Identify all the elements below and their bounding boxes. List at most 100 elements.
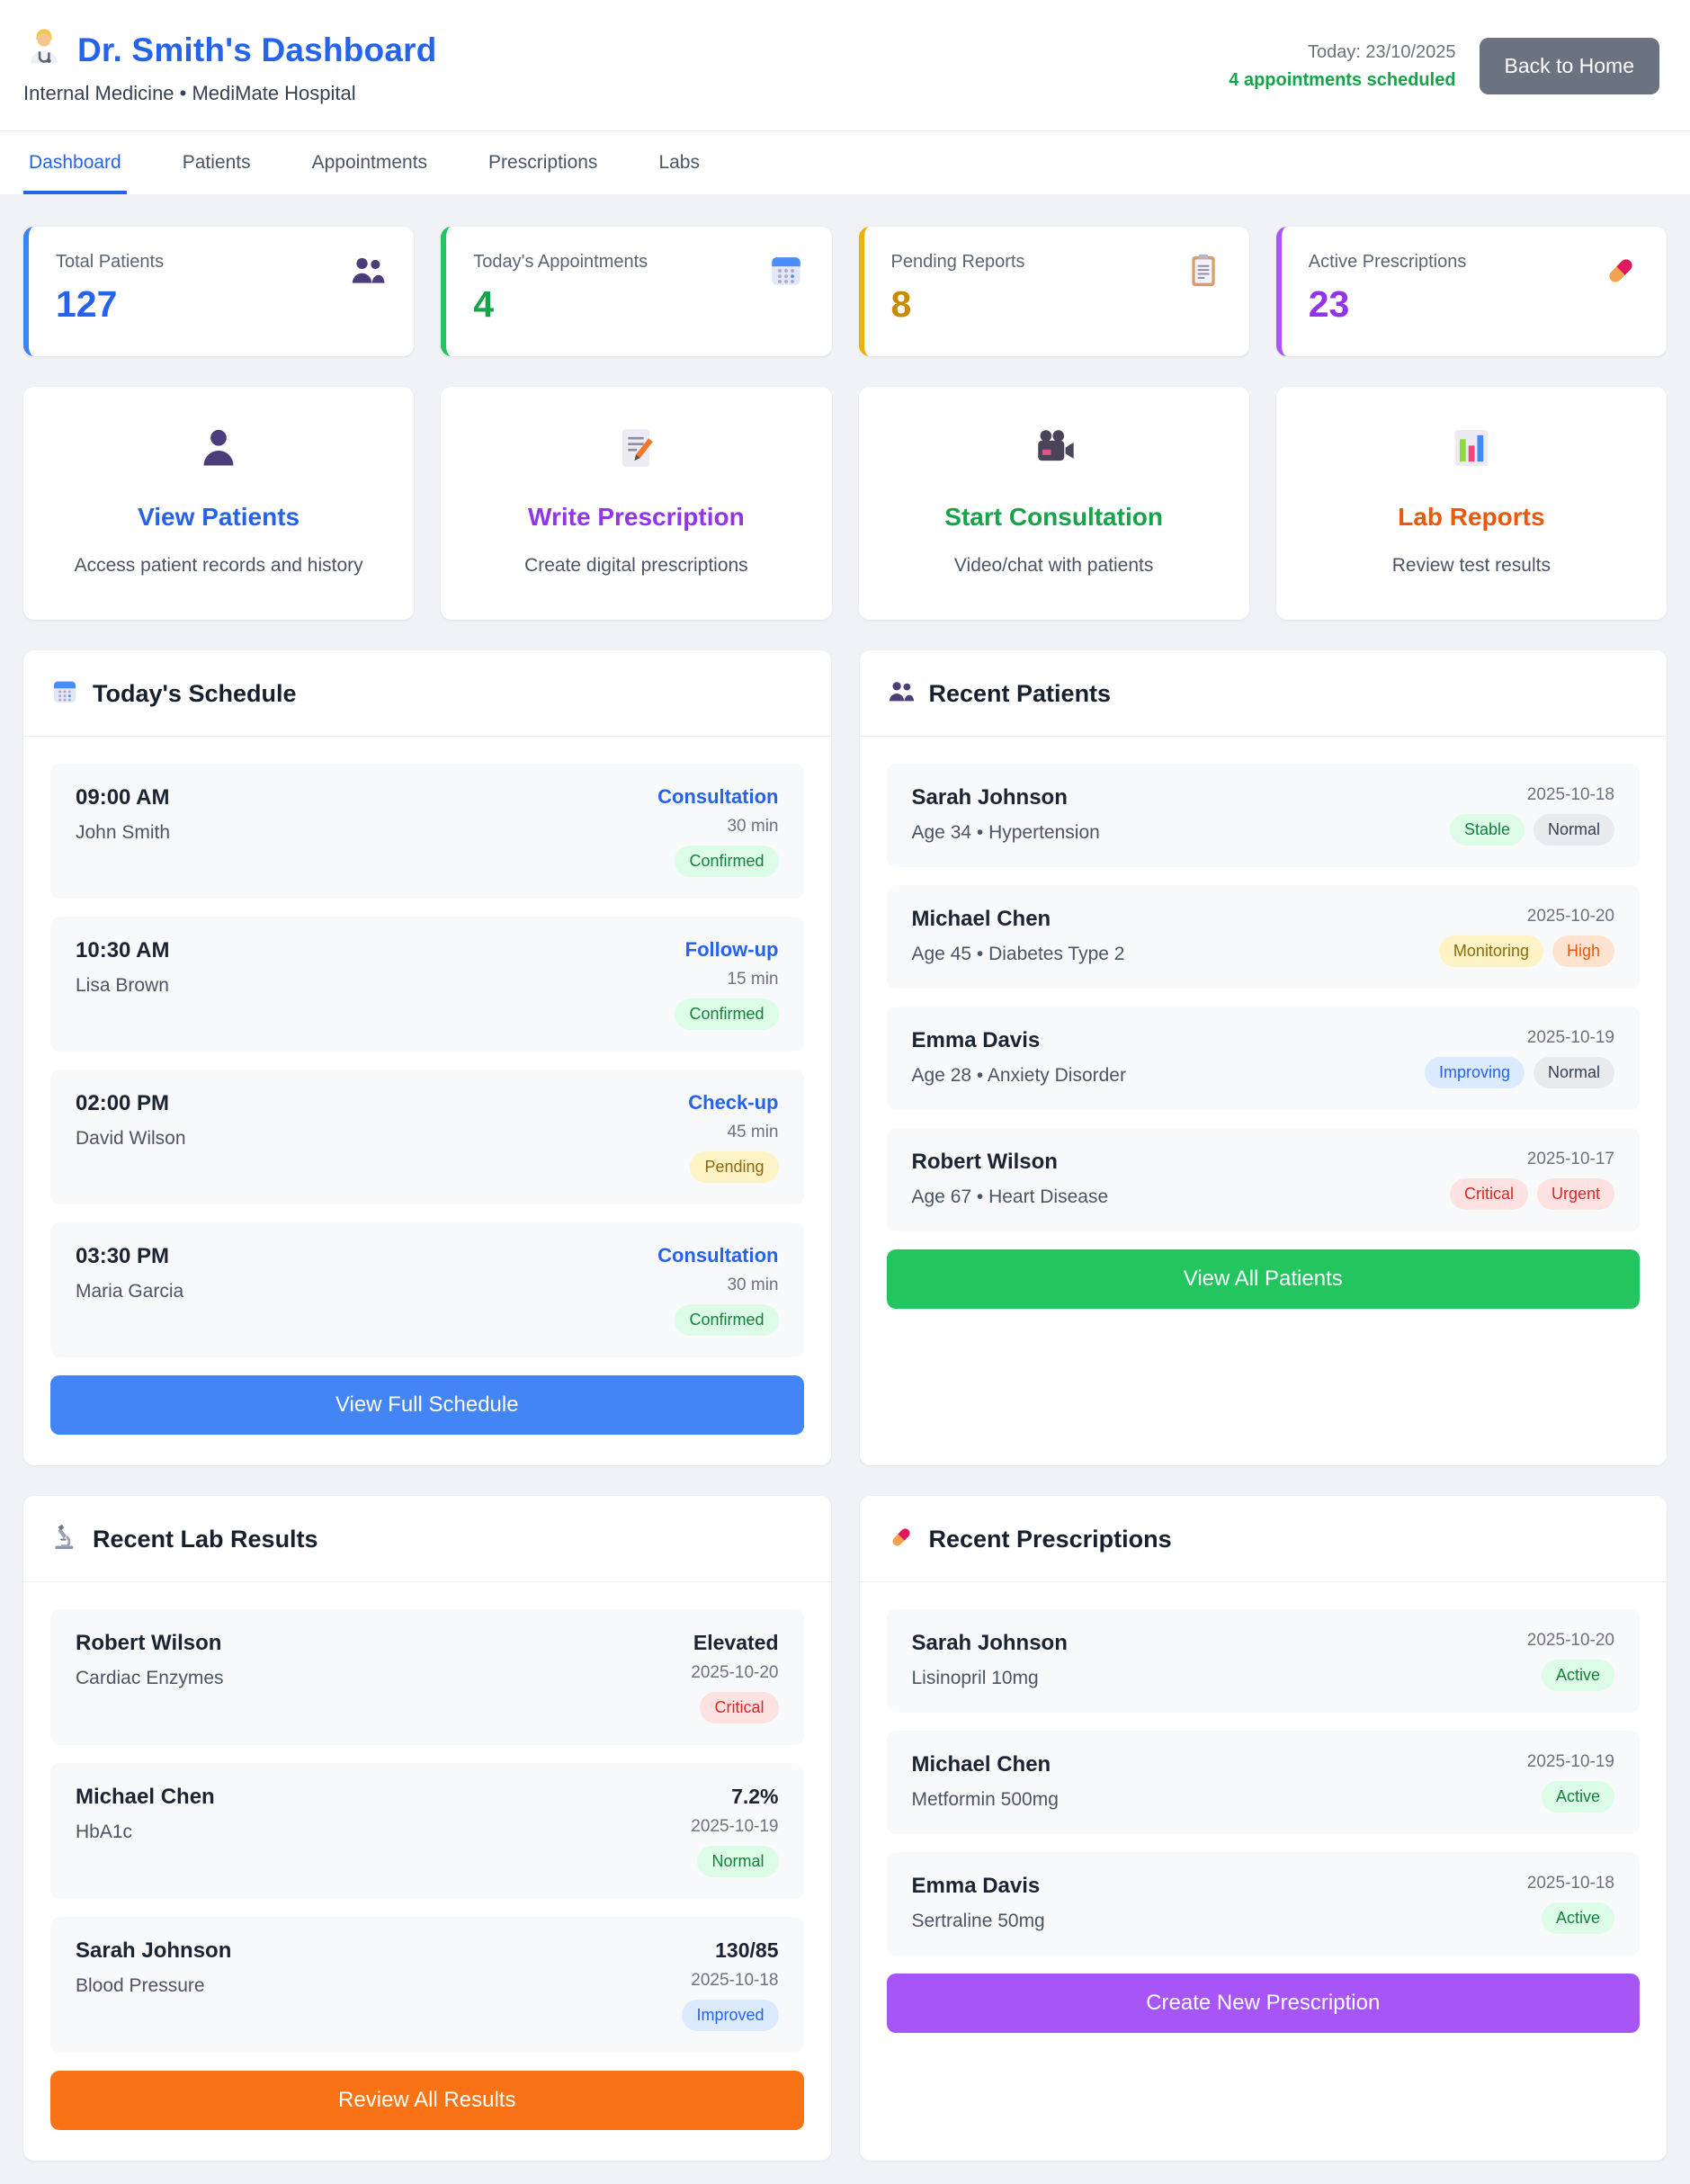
- patient-name: Emma Davis: [911, 1874, 1041, 1898]
- schedule-item[interactable]: 09:00 AM John Smith Consultation 30 min …: [50, 764, 804, 899]
- patient-name: Sarah Johnson: [76, 1938, 232, 1963]
- stat-value: 23: [1308, 283, 1350, 325]
- view-full-schedule-button[interactable]: View Full Schedule: [50, 1375, 804, 1435]
- calendar-icon: [767, 252, 805, 294]
- patient-name: Maria Garcia: [76, 1281, 184, 1302]
- priority-badge: Normal: [1533, 1057, 1614, 1088]
- priority-badge: High: [1551, 935, 1614, 967]
- tab-prescriptions[interactable]: Prescriptions: [488, 152, 598, 173]
- section-title: Today's Schedule: [93, 680, 297, 707]
- patient-item[interactable]: Sarah Johnson Age 34 • Hypertension 2025…: [886, 764, 1640, 867]
- prescription-date: 2025-10-20: [1526, 1631, 1614, 1650]
- action-subtitle: Video/chat with patients: [953, 555, 1154, 576]
- stat-active-prescriptions[interactable]: Active Prescriptions 23: [1275, 227, 1667, 356]
- prescription-item[interactable]: Emma Davis Sertraline 50mg 2025-10-18 Ac…: [886, 1852, 1640, 1956]
- create-new-prescription-button[interactable]: Create New Prescription: [886, 1974, 1640, 2033]
- section-title: Recent Patients: [928, 680, 1112, 707]
- patient-name: Michael Chen: [76, 1785, 215, 1809]
- patient-details: Age 28 • Anxiety Disorder: [911, 1065, 1126, 1086]
- patient-item[interactable]: Robert Wilson Age 67 • Heart Disease 202…: [886, 1128, 1640, 1231]
- appointment-duration: 15 min: [727, 970, 779, 989]
- stat-pending-reports[interactable]: Pending Reports 8: [858, 227, 1249, 356]
- patient-name: Robert Wilson: [76, 1631, 222, 1655]
- page-title: Dr. Smith's Dashboard: [77, 31, 437, 68]
- stat-todays-appointments[interactable]: Today's Appointments 4: [441, 227, 832, 356]
- quick-actions-row: View Patients Access patient records and…: [23, 387, 1667, 620]
- action-title: Write Prescription: [528, 503, 745, 531]
- action-view-patients[interactable]: View Patients Access patient records and…: [23, 387, 415, 620]
- result-badge: Improved: [682, 2000, 779, 2031]
- review-all-results-button[interactable]: Review All Results: [50, 2071, 804, 2130]
- stat-value: 127: [56, 283, 118, 325]
- tab-patients[interactable]: Patients: [182, 152, 251, 173]
- status-badge: Confirmed: [675, 998, 779, 1030]
- tab-appointments[interactable]: Appointments: [311, 152, 428, 173]
- appointment-duration: 30 min: [727, 817, 779, 836]
- action-title: Start Consultation: [944, 503, 1163, 531]
- schedule-item[interactable]: 03:30 PM Maria Garcia Consultation 30 mi…: [50, 1222, 804, 1357]
- action-subtitle: Create digital prescriptions: [524, 555, 748, 576]
- appointment-time: 03:30 PM: [76, 1244, 170, 1268]
- priority-badge: Normal: [1533, 814, 1614, 846]
- test-value: Elevated: [693, 1631, 779, 1654]
- appointment-time: 02:00 PM: [76, 1091, 170, 1115]
- stat-total-patients[interactable]: Total Patients 127: [23, 227, 415, 356]
- status-badge: Confirmed: [675, 1304, 779, 1336]
- appointments-scheduled: 4 appointments scheduled: [1229, 69, 1456, 90]
- patient-name: David Wilson: [76, 1128, 186, 1149]
- action-start-consultation[interactable]: Start Consultation Video/chat with patie…: [858, 387, 1249, 620]
- prescription-item[interactable]: Michael Chen Metformin 500mg 2025-10-19 …: [886, 1731, 1640, 1834]
- calendar-icon: [50, 677, 79, 711]
- section-title: Recent Lab Results: [93, 1526, 318, 1553]
- status-badge: Active: [1541, 1902, 1614, 1934]
- test-name: Blood Pressure: [76, 1975, 205, 1996]
- patient-name: Sarah Johnson: [911, 1631, 1068, 1655]
- lab-result-item[interactable]: Robert Wilson Cardiac Enzymes Elevated 2…: [50, 1609, 804, 1745]
- nav-tabs: Dashboard Patients Appointments Prescrip…: [0, 130, 1690, 194]
- stat-value: 4: [473, 283, 495, 325]
- schedule-item[interactable]: 10:30 AM Lisa Brown Follow-up 15 min Con…: [50, 917, 804, 1052]
- back-to-home-button[interactable]: Back to Home: [1479, 38, 1659, 94]
- condition-badge: Improving: [1424, 1057, 1525, 1088]
- action-write-prescription[interactable]: Write Prescription Create digital prescr…: [441, 387, 832, 620]
- appointment-time: 10:30 AM: [76, 938, 170, 962]
- condition-badge: Monitoring: [1438, 935, 1543, 967]
- today-date: Today: 23/10/2025: [1307, 41, 1456, 62]
- status-badge: Confirmed: [675, 846, 779, 877]
- action-lab-reports[interactable]: Lab Reports Review test results: [1275, 387, 1667, 620]
- tab-labs[interactable]: Labs: [658, 152, 700, 173]
- condition-badge: Stable: [1449, 814, 1525, 846]
- appointment-type: Check-up: [688, 1091, 779, 1114]
- todays-schedule-card: Today's Schedule 09:00 AM John Smith Con…: [23, 650, 831, 1465]
- patient-item[interactable]: Michael Chen Age 45 • Diabetes Type 2 20…: [886, 885, 1640, 989]
- prescription-date: 2025-10-19: [1526, 1752, 1614, 1771]
- priority-badge: Urgent: [1536, 1178, 1614, 1210]
- status-badge: Active: [1541, 1781, 1614, 1813]
- patient-item[interactable]: Emma Davis Age 28 • Anxiety Disorder 202…: [886, 1007, 1640, 1110]
- test-name: Cardiac Enzymes: [76, 1668, 224, 1688]
- stat-label: Pending Reports: [890, 252, 1025, 272]
- patient-name: Robert Wilson: [911, 1150, 1058, 1174]
- pill-icon: [1602, 252, 1640, 294]
- lab-result-item[interactable]: Michael Chen HbA1c 7.2% 2025-10-19 Norma…: [50, 1763, 804, 1899]
- schedule-item[interactable]: 02:00 PM David Wilson Check-up 45 min Pe…: [50, 1070, 804, 1204]
- prescription-item[interactable]: Sarah Johnson Lisinopril 10mg 2025-10-20…: [886, 1609, 1640, 1713]
- patient-details: Age 45 • Diabetes Type 2: [911, 944, 1125, 964]
- microscope-icon: [50, 1523, 79, 1556]
- tab-dashboard[interactable]: Dashboard: [23, 131, 127, 194]
- action-subtitle: Access patient records and history: [74, 555, 363, 576]
- clipboard-icon: [1185, 252, 1222, 294]
- prescription-date: 2025-10-18: [1526, 1874, 1614, 1893]
- person-icon: [195, 429, 242, 475]
- recent-patients-card: Recent Patients Sarah Johnson Age 34 • H…: [859, 650, 1667, 1465]
- condition-badge: Critical: [1449, 1178, 1528, 1210]
- view-all-patients-button[interactable]: View All Patients: [886, 1249, 1640, 1309]
- header: Dr. Smith's Dashboard Internal Medicine …: [0, 0, 1690, 130]
- bar-chart-icon: [1448, 430, 1495, 475]
- status-badge: Pending: [690, 1151, 779, 1183]
- lab-result-item[interactable]: Sarah Johnson Blood Pressure 130/85 2025…: [50, 1917, 804, 2053]
- test-value: 7.2%: [731, 1785, 779, 1808]
- appointment-duration: 30 min: [727, 1275, 779, 1294]
- patient-name: Michael Chen: [911, 1752, 1051, 1777]
- patient-name: John Smith: [76, 822, 171, 843]
